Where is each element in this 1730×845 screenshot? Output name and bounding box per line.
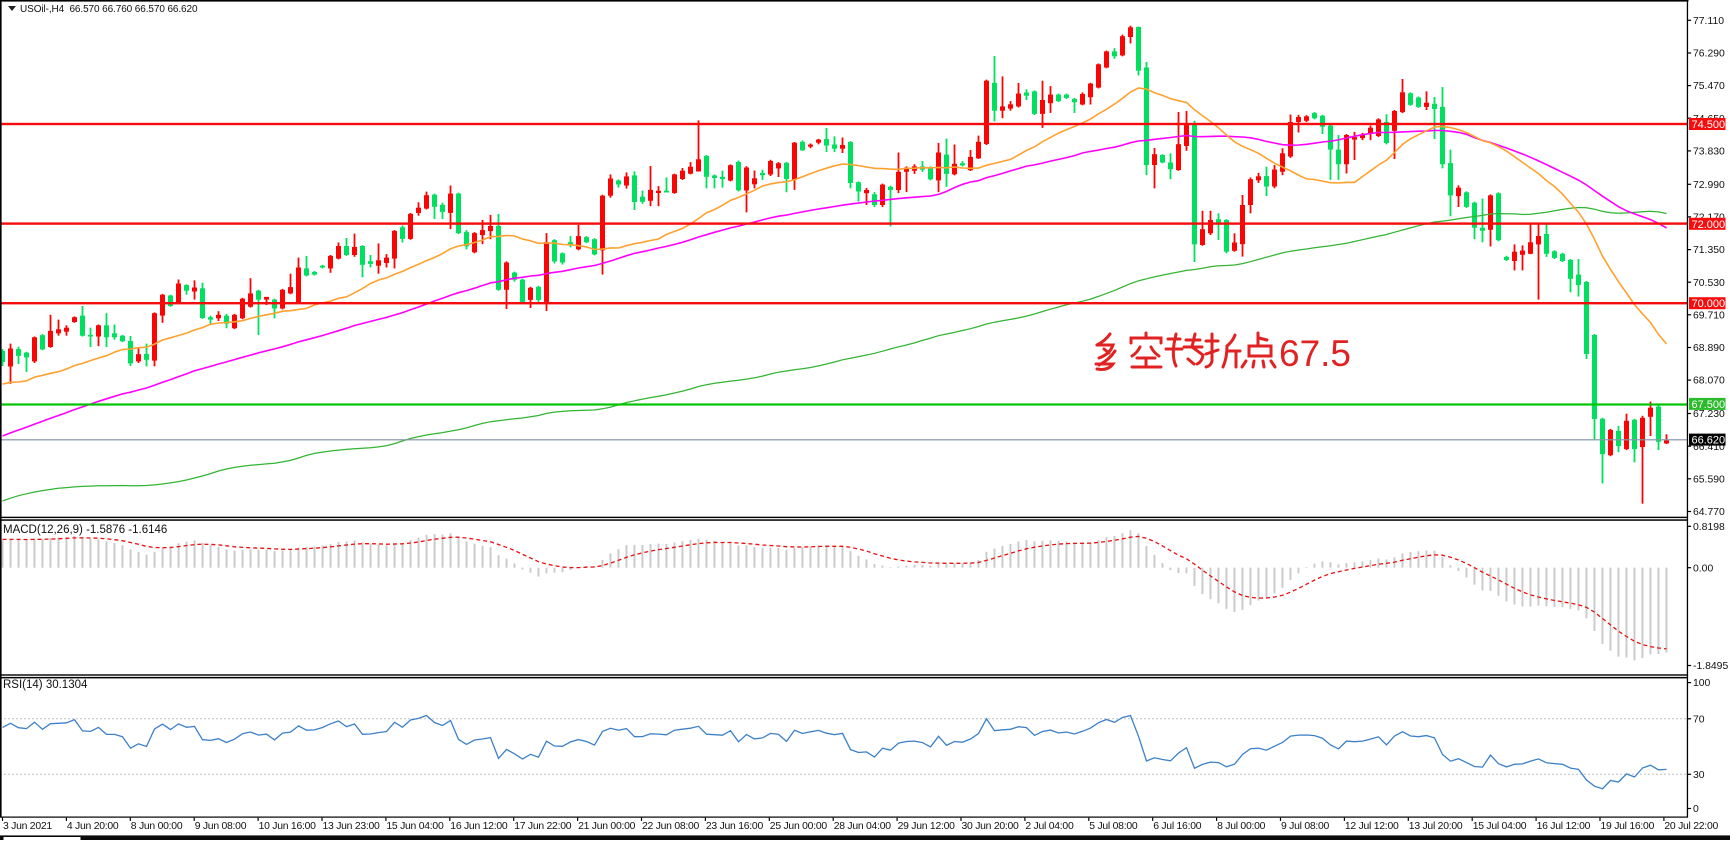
svg-text:2 Jul 04:00: 2 Jul 04:00	[1025, 821, 1074, 832]
svg-text:19 Jul 16:00: 19 Jul 16:00	[1601, 821, 1655, 832]
svg-text:10 Jun 16:00: 10 Jun 16:00	[259, 821, 317, 832]
svg-text:21 Jun 00:00: 21 Jun 00:00	[578, 821, 636, 832]
svg-text:28 Jun 04:00: 28 Jun 04:00	[834, 821, 892, 832]
svg-text:13 Jul 20:00: 13 Jul 20:00	[1409, 821, 1463, 832]
svg-text:69.710: 69.710	[1693, 310, 1725, 321]
svg-text:4 Jun 20:00: 4 Jun 20:00	[67, 821, 119, 832]
svg-text:70.000: 70.000	[1692, 298, 1726, 310]
svg-text:68.890: 68.890	[1693, 343, 1725, 354]
svg-text:0.00: 0.00	[1693, 563, 1713, 574]
svg-text:13 Jun 23:00: 13 Jun 23:00	[323, 821, 381, 832]
svg-text:100: 100	[1693, 678, 1711, 689]
svg-text:73.830: 73.830	[1693, 147, 1725, 158]
svg-text:12 Jul 12:00: 12 Jul 12:00	[1345, 821, 1399, 832]
svg-text:70.530: 70.530	[1693, 278, 1725, 289]
svg-text:72.990: 72.990	[1693, 180, 1725, 191]
svg-text:MACD(12,26,9) -1.5876 -1.6146: MACD(12,26,9) -1.5876 -1.6146	[3, 524, 167, 536]
svg-text:22 Jun 08:00: 22 Jun 08:00	[642, 821, 700, 832]
svg-text:30: 30	[1693, 770, 1705, 781]
svg-text:71.350: 71.350	[1693, 245, 1725, 256]
svg-text:67.230: 67.230	[1693, 409, 1725, 420]
svg-text:70: 70	[1693, 714, 1705, 725]
svg-text:66.410: 66.410	[1693, 442, 1725, 453]
svg-text:20 Jul 22:00: 20 Jul 22:00	[1664, 821, 1718, 832]
svg-text:15 Jul 04:00: 15 Jul 04:00	[1473, 821, 1527, 832]
svg-text:9 Jul 08:00: 9 Jul 08:00	[1281, 821, 1330, 832]
svg-text:67.5: 67.5	[1279, 333, 1351, 374]
svg-text:66.620: 66.620	[1692, 435, 1726, 447]
svg-text:76.290: 76.290	[1693, 49, 1725, 60]
svg-text:9 Jun 08:00: 9 Jun 08:00	[195, 821, 247, 832]
svg-text:68.070: 68.070	[1693, 376, 1725, 387]
svg-text:75.470: 75.470	[1693, 81, 1725, 92]
svg-text:16 Jun 12:00: 16 Jun 12:00	[450, 821, 508, 832]
svg-text:64.770: 64.770	[1693, 507, 1725, 518]
svg-text:23 Jun 16:00: 23 Jun 16:00	[706, 821, 764, 832]
svg-text:3 Jun 2021: 3 Jun 2021	[3, 821, 52, 832]
svg-text:6 Jul 16:00: 6 Jul 16:00	[1153, 821, 1202, 832]
svg-text:0: 0	[1693, 804, 1699, 815]
svg-text:8 Jul 00:00: 8 Jul 00:00	[1217, 821, 1266, 832]
svg-text:72.000: 72.000	[1692, 219, 1726, 231]
svg-text:15 Jun 04:00: 15 Jun 04:00	[386, 821, 444, 832]
svg-text:77.110: 77.110	[1693, 16, 1724, 27]
svg-text:30 Jun 20:00: 30 Jun 20:00	[962, 821, 1020, 832]
svg-text:25 Jun 00:00: 25 Jun 00:00	[770, 821, 828, 832]
svg-text:74.500: 74.500	[1692, 119, 1726, 131]
svg-text:29 Jun 12:00: 29 Jun 12:00	[898, 821, 956, 832]
svg-text:0.8198: 0.8198	[1693, 522, 1725, 533]
svg-text:5 Jul 08:00: 5 Jul 08:00	[1089, 821, 1138, 832]
svg-text:-1.8495: -1.8495	[1693, 661, 1728, 672]
svg-text:8 Jun 00:00: 8 Jun 00:00	[131, 821, 183, 832]
svg-text:17 Jun 22:00: 17 Jun 22:00	[514, 821, 572, 832]
svg-text:16 Jul 12:00: 16 Jul 12:00	[1537, 821, 1591, 832]
svg-text:RSI(14) 30.1304: RSI(14) 30.1304	[3, 679, 88, 691]
svg-text:USOil-,H4 66.570 66.760 66.57: USOil-,H4 66.570 66.760 66.570 66.620	[20, 4, 198, 15]
svg-text:65.590: 65.590	[1693, 474, 1725, 485]
svg-text:67.500: 67.500	[1692, 399, 1726, 411]
